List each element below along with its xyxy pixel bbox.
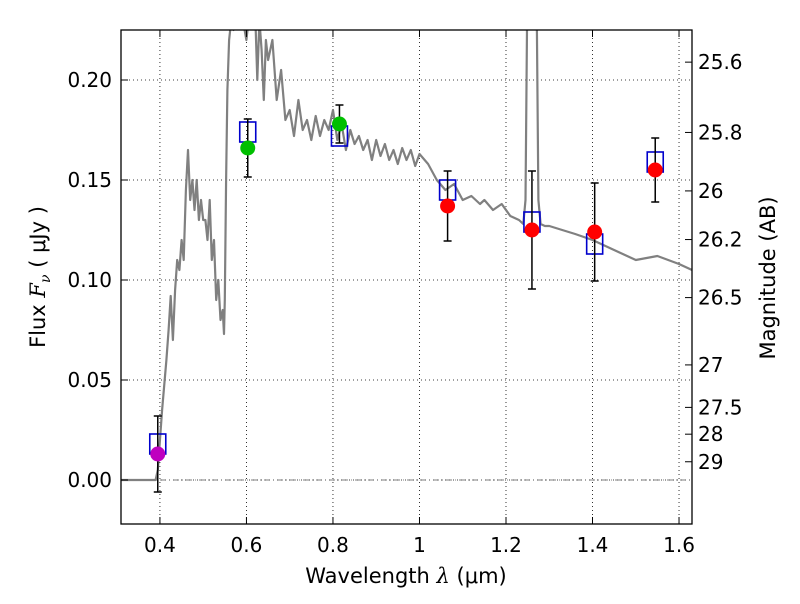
grid-lines bbox=[121, 30, 692, 524]
magnitude-tick-label: 29 bbox=[698, 450, 723, 474]
y-axis: 0.00 0.05 0.10 0.15 0.20 bbox=[67, 68, 128, 492]
magnitude-tick-label: 26 bbox=[698, 179, 723, 203]
x-tick-label: 0.8 bbox=[317, 533, 349, 557]
observed-point bbox=[440, 198, 456, 214]
x-tick-label: 0.4 bbox=[144, 533, 176, 557]
x-axis-label: Wavelength λ (μm) bbox=[305, 564, 506, 588]
magnitude-tick-label: 27 bbox=[698, 353, 723, 377]
plot-frame bbox=[120, 29, 693, 525]
x-tick-label: 1.4 bbox=[577, 533, 609, 557]
observed-point bbox=[524, 222, 540, 238]
magnitude-tick-label: 25.8 bbox=[698, 120, 743, 144]
x-tick-label: 1 bbox=[413, 533, 426, 557]
clipped-series bbox=[121, 30, 692, 493]
y-axis-label: Flux Fν ( μJy ) bbox=[26, 206, 54, 348]
observed-point bbox=[647, 162, 663, 178]
magnitude-tick-label: 26.5 bbox=[698, 286, 743, 310]
magnitude-axis-label: Magnitude (AB) bbox=[756, 196, 780, 359]
y-tick-label: 0.10 bbox=[67, 268, 112, 292]
magnitude-tick-label: 28 bbox=[698, 422, 723, 446]
plot-area bbox=[121, 30, 692, 493]
y-tick-label: 0.00 bbox=[67, 468, 112, 492]
x-axis: 0.4 0.6 0.8 1 1.2 1.4 1.6 bbox=[144, 30, 695, 557]
sed-model-line bbox=[121, 30, 692, 482]
observed-point bbox=[587, 224, 603, 240]
x-tick-label: 0.6 bbox=[231, 533, 263, 557]
x-tick-label: 1.6 bbox=[663, 533, 695, 557]
x-tick-label: 1.2 bbox=[490, 533, 522, 557]
observed-point bbox=[331, 116, 347, 132]
y-tick-label: 0.20 bbox=[67, 68, 112, 92]
magnitude-tick-label: 27.5 bbox=[698, 395, 743, 419]
magnitude-axis: 25.6 25.8 26 26.2 26.5 27 27.5 28 29 bbox=[685, 50, 743, 474]
y-tick-label: 0.05 bbox=[67, 368, 112, 392]
magnitude-tick-label: 25.6 bbox=[698, 50, 743, 74]
observed-point bbox=[240, 140, 256, 156]
y-tick-label: 0.15 bbox=[67, 168, 112, 192]
magnitude-tick-label: 26.2 bbox=[698, 228, 743, 252]
observed-point bbox=[150, 446, 166, 462]
